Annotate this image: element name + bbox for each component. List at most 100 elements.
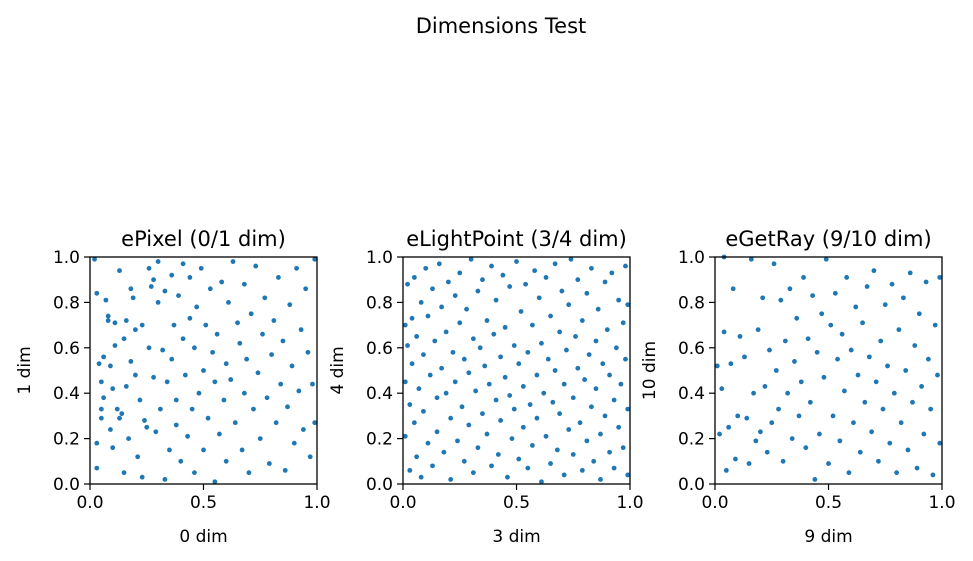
scatter-panel-epixel: 0.0 0.5 1.0 0.0 0.2 0.4 0.6 0.8 1.0 ePixel (0/1 d… — [15, 227, 331, 547]
scatter-point — [475, 445, 481, 451]
scatter-point — [427, 372, 433, 378]
scatter-point — [828, 322, 834, 328]
scatter-point — [792, 359, 797, 364]
y-tick-label: 0.0 — [678, 475, 705, 495]
scatter-point — [171, 322, 177, 328]
scatter-point — [402, 379, 408, 385]
scatter-point — [582, 377, 587, 382]
scatter-point — [921, 431, 927, 437]
x-axis-label: 3 dim — [492, 527, 540, 547]
scatter-point — [830, 413, 836, 419]
scatter-point — [910, 399, 915, 405]
scatter-point — [618, 381, 624, 387]
scatter-point — [607, 449, 612, 455]
scatter-point — [219, 279, 225, 285]
y-tick-label: 0.4 — [678, 384, 705, 404]
scatter-point — [552, 261, 558, 267]
scatter-point — [464, 306, 469, 312]
scatter-point — [244, 356, 250, 362]
scatter-point — [457, 270, 463, 276]
scatter-point — [869, 429, 875, 435]
scatter-point — [196, 390, 202, 396]
scatter-point — [461, 458, 467, 464]
scatter-point — [223, 458, 229, 464]
scatter-point — [457, 320, 463, 326]
scatter-point — [135, 454, 141, 460]
scatter-point — [407, 402, 413, 407]
scatter-point — [789, 436, 795, 441]
scatter-point — [477, 345, 483, 351]
scatter-point — [241, 281, 247, 287]
scatter-point — [798, 379, 804, 385]
scatter-point — [491, 331, 497, 337]
scatter-points — [92, 256, 318, 485]
plot-frame — [402, 256, 631, 485]
scatter-point — [105, 313, 111, 319]
scatter-point — [153, 429, 159, 435]
scatter-point — [737, 334, 743, 339]
scatter-point — [714, 363, 720, 369]
scatter-point — [516, 361, 522, 367]
scatter-point — [312, 256, 318, 262]
scatter-point — [201, 368, 206, 373]
scatter-point — [436, 261, 442, 267]
y-axis-label: 10 dim — [640, 341, 660, 400]
y-tick-label: 0.8 — [53, 293, 80, 313]
scatter-panel-egetray: 0.0 0.5 1.0 0.0 0.2 0.4 0.6 0.8 1.0 eGetRay (9/10… — [640, 227, 956, 547]
scatter-point — [276, 275, 281, 280]
scatter-point — [450, 349, 456, 355]
scatter-point — [782, 338, 788, 344]
x-tick-label: 1.0 — [928, 493, 955, 513]
scatter-point — [935, 372, 940, 378]
scatter-point — [623, 263, 628, 269]
scatter-point — [425, 313, 431, 319]
scatter-point — [94, 465, 100, 471]
scatter-point — [423, 265, 429, 271]
scatter-point — [557, 329, 563, 335]
scatter-point — [207, 286, 213, 292]
scatter-point — [878, 338, 884, 344]
scatter-point — [817, 431, 822, 437]
scatter-point — [105, 318, 111, 323]
scatter-point — [232, 420, 238, 426]
scatter-point — [253, 263, 259, 269]
scatter-point — [291, 440, 297, 446]
scatter-point — [312, 420, 318, 426]
scatter-point — [891, 390, 897, 396]
scatter-point — [851, 420, 856, 426]
scatter-point — [443, 390, 449, 396]
scatter-point — [160, 347, 166, 353]
scatter-point — [584, 290, 590, 296]
scatter-point — [548, 461, 553, 466]
scatter-point — [489, 463, 494, 469]
scatter-point — [773, 368, 779, 373]
scatter-point — [835, 356, 840, 362]
scatter-point — [520, 383, 526, 389]
scatter-point — [169, 356, 175, 362]
scatter-point — [848, 347, 854, 353]
scatter-point — [121, 470, 127, 476]
scatter-point — [226, 300, 231, 305]
x-axis-label: 0 dim — [179, 527, 227, 547]
scatter-point — [94, 290, 100, 296]
scatter-point — [764, 449, 770, 455]
scatter-point — [305, 349, 311, 355]
scatter-point — [489, 263, 494, 269]
scatter-point — [101, 354, 107, 360]
x-tick-label: 1.0 — [303, 493, 330, 513]
scatter-point — [264, 395, 270, 401]
scatter-point — [92, 256, 97, 262]
scatter-point — [128, 286, 134, 292]
scatter-point — [598, 431, 603, 437]
scatter-point — [421, 352, 426, 358]
scatter-point — [137, 397, 143, 403]
scatter-point — [480, 411, 485, 417]
scatter-point — [446, 279, 451, 285]
scatter-point — [103, 297, 109, 303]
scatter-point — [255, 370, 261, 376]
scatter-point — [402, 433, 408, 439]
scatter-point — [607, 372, 612, 378]
scatter-point — [180, 261, 186, 267]
scatter-point — [205, 415, 211, 421]
